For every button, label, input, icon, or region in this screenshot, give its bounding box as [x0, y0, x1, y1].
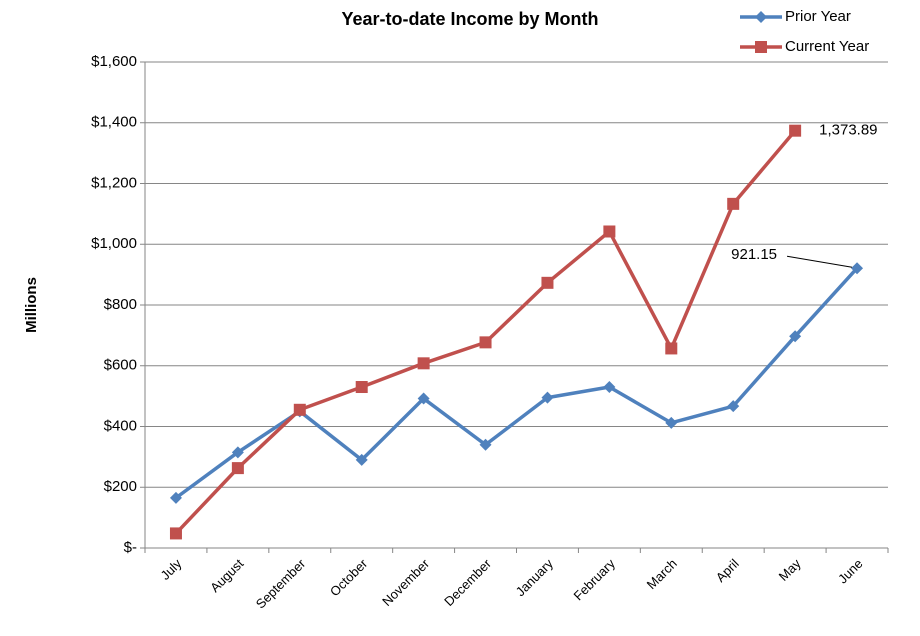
- data-label: 1,373.89: [819, 122, 877, 139]
- x-tick-label: January: [513, 556, 557, 600]
- x-tick-label: June: [835, 556, 866, 587]
- x-tick-label: July: [158, 556, 185, 583]
- data-point: [479, 336, 492, 349]
- data-point: [355, 381, 368, 394]
- y-axis-title: Millions: [23, 277, 40, 333]
- y-tick-label: $400: [104, 417, 137, 434]
- data-point: [789, 124, 802, 137]
- leader-line: [786, 255, 853, 268]
- legend-label: Current Year: [785, 38, 869, 55]
- series-line: [174, 129, 797, 535]
- y-tick-label: $1,000: [91, 235, 137, 252]
- data-point: [727, 197, 740, 210]
- y-tick-label: $600: [104, 357, 137, 374]
- y-tick-label: $800: [104, 296, 137, 313]
- data-point: [479, 438, 492, 451]
- data-point: [293, 403, 306, 416]
- data-point: [169, 527, 182, 540]
- x-tick-label: August: [207, 556, 246, 595]
- x-tick-label: November: [379, 555, 432, 608]
- data-point: [603, 381, 616, 394]
- legend-marker: [755, 41, 767, 53]
- y-tick-label: $1,400: [91, 114, 137, 131]
- data-point: [355, 453, 368, 466]
- y-tick-label: $-: [124, 539, 137, 556]
- data-point: [231, 462, 244, 475]
- chart-title: Year-to-date Income by Month: [341, 9, 598, 29]
- x-tick-label: October: [327, 555, 371, 599]
- x-tick-label: February: [571, 556, 619, 604]
- data-point: [169, 491, 182, 504]
- x-tick-label: May: [776, 556, 804, 584]
- data-point: [789, 330, 802, 343]
- data-point: [727, 400, 740, 413]
- legend-label: Prior Year: [785, 8, 851, 25]
- x-tick-label: March: [644, 556, 680, 592]
- data-point: [851, 262, 864, 275]
- data-point: [541, 391, 554, 404]
- y-tick-label: $1,200: [91, 174, 137, 191]
- legend-marker: [755, 11, 767, 23]
- data-point: [603, 225, 616, 238]
- data-point: [541, 276, 554, 289]
- data-label: 921.15: [731, 246, 777, 263]
- y-tick-label: $1,600: [91, 53, 137, 70]
- x-tick-label: April: [713, 556, 742, 585]
- y-tick-label: $200: [104, 478, 137, 495]
- x-tick-label: September: [253, 555, 309, 611]
- x-tick-label: December: [441, 555, 494, 608]
- series-line: [174, 267, 859, 500]
- data-point: [417, 357, 430, 370]
- data-point: [417, 392, 430, 405]
- data-point: [665, 416, 678, 429]
- data-point: [665, 342, 678, 355]
- data-point: [231, 446, 244, 459]
